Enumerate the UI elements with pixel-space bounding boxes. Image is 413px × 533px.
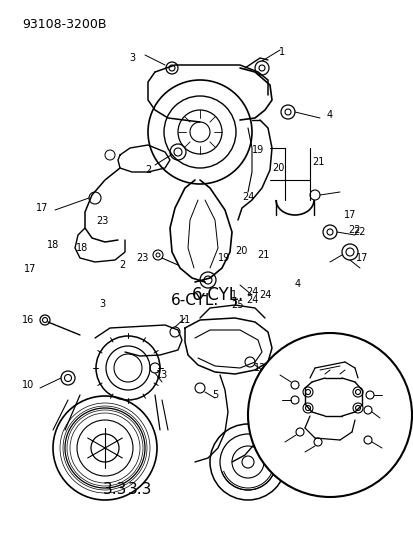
Text: 24: 24: [258, 290, 271, 300]
Text: 1: 1: [278, 47, 285, 57]
Text: 24: 24: [242, 192, 254, 202]
Text: 4: 4: [326, 110, 332, 120]
Text: 23: 23: [96, 216, 109, 227]
Text: 18: 18: [76, 243, 88, 253]
Text: 9: 9: [276, 395, 282, 405]
Text: 6: 6: [381, 407, 387, 417]
Text: 21: 21: [256, 250, 269, 260]
Text: 17: 17: [24, 264, 36, 274]
Text: 22: 22: [353, 227, 366, 237]
Text: 17: 17: [343, 210, 355, 220]
Text: 3.3: 3.3: [128, 482, 152, 497]
Text: 14: 14: [271, 363, 283, 373]
Text: 19: 19: [218, 253, 230, 263]
Text: 9: 9: [381, 443, 387, 453]
Text: 19: 19: [251, 145, 263, 155]
Text: 1: 1: [230, 290, 236, 300]
Text: 24: 24: [245, 287, 258, 297]
Text: 2: 2: [119, 260, 125, 270]
Text: 15: 15: [295, 447, 307, 457]
Text: 17: 17: [36, 203, 48, 213]
Text: 18: 18: [47, 240, 59, 251]
Text: 8: 8: [274, 367, 280, 377]
Circle shape: [247, 333, 411, 497]
Text: 93108-3200B: 93108-3200B: [22, 18, 106, 31]
Text: 7: 7: [278, 437, 285, 447]
Text: 13: 13: [156, 370, 168, 380]
Text: 22: 22: [347, 225, 360, 236]
Text: 4: 4: [294, 279, 300, 288]
Text: 3.3: 3.3: [102, 482, 127, 497]
Text: 21: 21: [311, 157, 323, 167]
Text: 20: 20: [235, 246, 247, 256]
Text: 6-CYL.: 6-CYL.: [171, 293, 218, 308]
Text: 25: 25: [231, 300, 244, 310]
Text: 3: 3: [128, 53, 135, 63]
Text: 5: 5: [211, 390, 218, 400]
Text: 20: 20: [271, 163, 283, 173]
Text: 3: 3: [100, 298, 105, 309]
Text: 23: 23: [135, 253, 148, 263]
Text: 11: 11: [178, 315, 191, 325]
Text: 2: 2: [145, 165, 151, 175]
Text: 17: 17: [355, 253, 367, 263]
Text: 12: 12: [253, 363, 266, 373]
Text: 16: 16: [22, 315, 34, 325]
Text: 24: 24: [245, 295, 258, 305]
Text: 6-CYL.: 6-CYL.: [191, 286, 244, 304]
Text: 10: 10: [22, 380, 34, 390]
